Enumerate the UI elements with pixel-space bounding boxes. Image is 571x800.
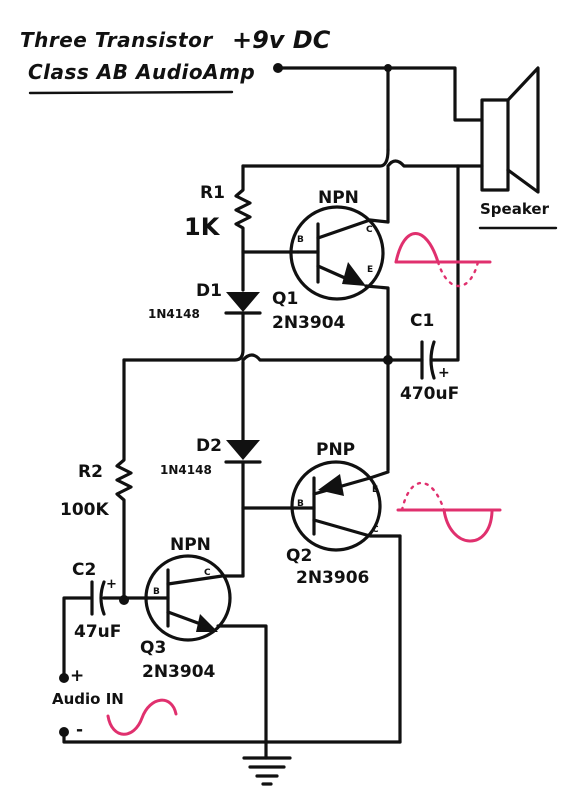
title-underline: [28, 90, 234, 95]
q3-emitter-wire: [216, 624, 268, 744]
d2-diode-symbol: [224, 440, 262, 464]
q3-transistor-symbol: [144, 554, 245, 642]
d1-output-wire: [122, 311, 245, 362]
q1-emitter-pin: E: [367, 265, 374, 275]
speaker-label: Speaker: [480, 200, 549, 218]
r1-top-wire: [241, 148, 390, 168]
c1-plus-label: +: [438, 365, 450, 381]
q1-inactive-halfwave-icon: [436, 260, 480, 288]
ground-rail-wire: [62, 730, 402, 744]
c2-ref-label: C2: [72, 560, 97, 580]
input-sinewave-icon: [106, 698, 178, 736]
q1-emitter-wire: [364, 284, 390, 362]
q1-base-pin: B: [297, 235, 304, 245]
q2-transistor-symbol: [290, 460, 402, 552]
speaker-return-wire: [386, 159, 484, 168]
supply-voltage-label: +9v DC: [232, 26, 331, 54]
r1-resistor: [234, 164, 252, 292]
c1-right-wire: [430, 164, 460, 362]
q3-type-label: NPN: [170, 535, 211, 555]
q1-part-label: 2N3904: [272, 313, 346, 333]
c2-left-wire: [62, 596, 92, 678]
input-label: Audio IN: [52, 690, 124, 708]
crossover-wire: [241, 353, 390, 362]
q2-emitter-pin: E: [372, 485, 379, 495]
input-plus-label: +: [70, 666, 85, 686]
r1-value-label: 1K: [184, 213, 220, 241]
c1-value-label: 470uF: [400, 384, 460, 404]
input-minus-label: -: [76, 720, 84, 740]
speaker-symbol: [480, 66, 540, 194]
q2-part-label: 2N3906: [296, 568, 370, 588]
r2-ref-label: R2: [78, 462, 103, 482]
d1-ref-label: D1: [196, 281, 222, 301]
c2-plus-label: +: [106, 577, 117, 592]
q3-base-pin: B: [153, 587, 160, 597]
r2-resistor: [115, 358, 133, 602]
supply-rail-wire: [276, 66, 484, 122]
q3-ref-label: Q3: [140, 638, 167, 658]
q2-ref-label: Q2: [286, 546, 313, 566]
q2-inactive-halfwave-icon: [400, 481, 446, 512]
d1-part-label: 1N4148: [148, 307, 200, 321]
r2-value-label: 100K: [60, 500, 109, 520]
base-junction-dot: [119, 595, 129, 605]
q3-part-label: 2N3904: [142, 662, 216, 682]
d1-diode-symbol: [224, 292, 262, 315]
ground-symbol: [242, 740, 292, 786]
d2-ref-label: D2: [196, 436, 222, 456]
input-plus-terminal: [59, 673, 69, 683]
q2-halfwave-icon: [442, 508, 494, 543]
q1-transistor-symbol: [289, 205, 390, 301]
q1-halfwave-icon: [394, 232, 440, 264]
title-line-1: Three Transistor: [20, 28, 213, 52]
q1-type-label: NPN: [318, 188, 359, 208]
d2-part-label: 1N4148: [160, 463, 212, 477]
q3-collector-pin: C: [204, 568, 211, 578]
q3-emitter-pin: E: [200, 624, 207, 634]
c1-ref-label: C1: [410, 311, 435, 331]
q1-ref-label: Q1: [272, 289, 299, 309]
r1-ref-label: R1: [200, 183, 225, 203]
q2-collector-pin: C: [372, 525, 379, 535]
q2-base-pin: B: [297, 499, 304, 509]
title-line-2: Class AB AudioAmp: [28, 60, 256, 84]
q2-type-label: PNP: [316, 440, 356, 460]
c2-value-label: 47uF: [74, 622, 122, 642]
c2-capacitor-symbol: [90, 580, 106, 616]
q1-collector-pin: C: [366, 225, 373, 235]
